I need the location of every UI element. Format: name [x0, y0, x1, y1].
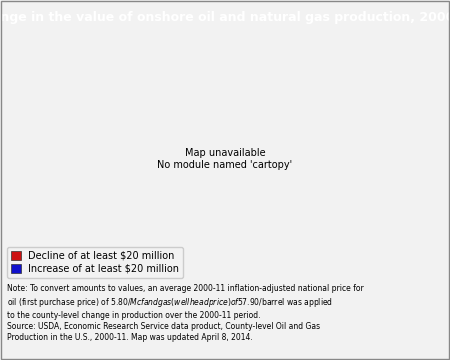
Text: Note: To convert amounts to values, an average 2000-11 inflation-adjusted nation: Note: To convert amounts to values, an a… — [7, 284, 364, 342]
Legend: Decline of at least $20 million, Increase of at least $20 million: Decline of at least $20 million, Increas… — [7, 247, 184, 278]
Text: Map unavailable
No module named 'cartopy': Map unavailable No module named 'cartopy… — [158, 148, 292, 170]
Text: Change in the value of onshore oil and natural gas production, 2000-11: Change in the value of onshore oil and n… — [0, 10, 450, 24]
